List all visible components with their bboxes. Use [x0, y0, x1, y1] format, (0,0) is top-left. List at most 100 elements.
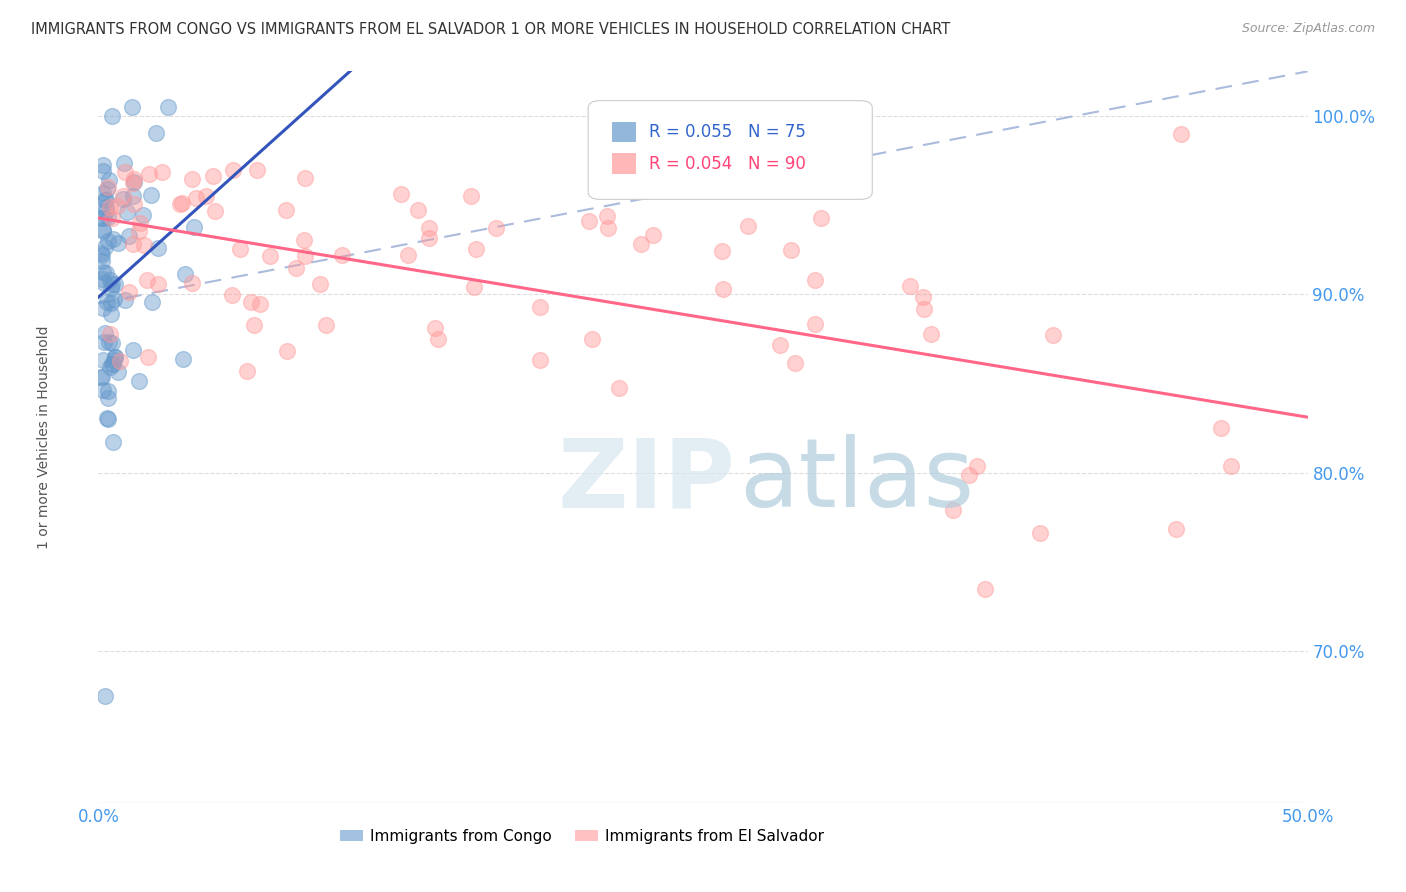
Point [98, 172, 121, 186]
Point [581, 332, 603, 346]
FancyBboxPatch shape [588, 101, 872, 200]
Point [912, 290, 935, 304]
Point [170, 196, 193, 211]
Point [103, 352, 125, 367]
Point [108, 353, 131, 368]
Point [93, 334, 115, 349]
Point [101, 435, 124, 450]
Point [118, 285, 141, 299]
Text: ZIP: ZIP [558, 434, 735, 527]
Point [204, 203, 226, 218]
Point [115, 205, 138, 219]
Point [810, 211, 832, 225]
Point [246, 162, 269, 177]
Point [107, 365, 129, 379]
Point [90, 272, 112, 286]
Point [249, 297, 271, 311]
Point [156, 100, 179, 114]
Point [94, 689, 117, 703]
Point [98, 335, 121, 350]
Point [243, 318, 266, 332]
Point [96, 266, 118, 280]
Point [96, 193, 118, 207]
Point [418, 230, 440, 244]
Point [97, 384, 120, 399]
Point [98, 200, 121, 214]
Point [920, 327, 942, 342]
Point [957, 467, 980, 482]
Point [122, 175, 145, 189]
Point [96, 182, 118, 196]
Point [122, 197, 145, 211]
Point [330, 248, 353, 262]
Point [173, 267, 195, 281]
Point [100, 308, 122, 322]
Point [90, 246, 112, 260]
Point [91, 384, 114, 398]
Text: IMMIGRANTS FROM CONGO VS IMMIGRANTS FROM EL SALVADOR 1 OR MORE VEHICLES IN HOUSE: IMMIGRANTS FROM CONGO VS IMMIGRANTS FROM… [31, 22, 950, 37]
Point [91, 186, 114, 201]
Point [91, 248, 114, 262]
Point [711, 282, 734, 296]
Point [169, 197, 191, 211]
Point [91, 164, 114, 178]
Point [91, 158, 114, 172]
Point [132, 208, 155, 222]
Point [124, 172, 146, 186]
Point [221, 287, 243, 301]
Point [94, 193, 117, 207]
Point [235, 364, 257, 378]
Point [465, 243, 488, 257]
Point [769, 337, 792, 351]
Point [98, 359, 121, 374]
Point [804, 273, 827, 287]
Point [485, 221, 508, 235]
Point [91, 223, 114, 237]
Bar [613, 122, 637, 143]
Point [97, 412, 120, 426]
Point [134, 238, 156, 252]
Point [202, 169, 225, 183]
Point [1164, 522, 1187, 536]
Point [93, 211, 115, 226]
Point [91, 353, 114, 368]
Point [181, 277, 204, 291]
Point [122, 188, 145, 202]
Point [101, 357, 124, 371]
Point [529, 353, 551, 368]
Point [172, 352, 194, 367]
Point [294, 249, 316, 263]
Point [460, 189, 482, 203]
Point [112, 192, 135, 206]
Point [122, 176, 145, 190]
Point [195, 189, 218, 203]
Point [101, 211, 124, 225]
Point [529, 300, 551, 314]
Point [97, 180, 120, 194]
Point [138, 167, 160, 181]
Text: atlas: atlas [740, 434, 974, 527]
Point [274, 202, 297, 217]
Point [91, 265, 114, 279]
Point [91, 253, 114, 268]
Point [104, 350, 127, 364]
Text: 1 or more Vehicles in Household: 1 or more Vehicles in Household [37, 326, 51, 549]
Point [145, 126, 167, 140]
Point [973, 582, 995, 596]
Legend: Immigrants from Congo, Immigrants from El Salvador: Immigrants from Congo, Immigrants from E… [333, 822, 831, 850]
Point [103, 292, 125, 306]
Point [141, 294, 163, 309]
Point [94, 200, 117, 214]
Point [114, 293, 136, 308]
Point [91, 301, 114, 315]
Point [406, 203, 429, 218]
Point [942, 502, 965, 516]
Point [128, 216, 150, 230]
Point [97, 234, 120, 248]
Point [100, 277, 122, 292]
Point [229, 242, 252, 256]
Point [105, 199, 128, 213]
Point [1209, 421, 1232, 435]
Point [900, 279, 922, 293]
Point [418, 221, 440, 235]
